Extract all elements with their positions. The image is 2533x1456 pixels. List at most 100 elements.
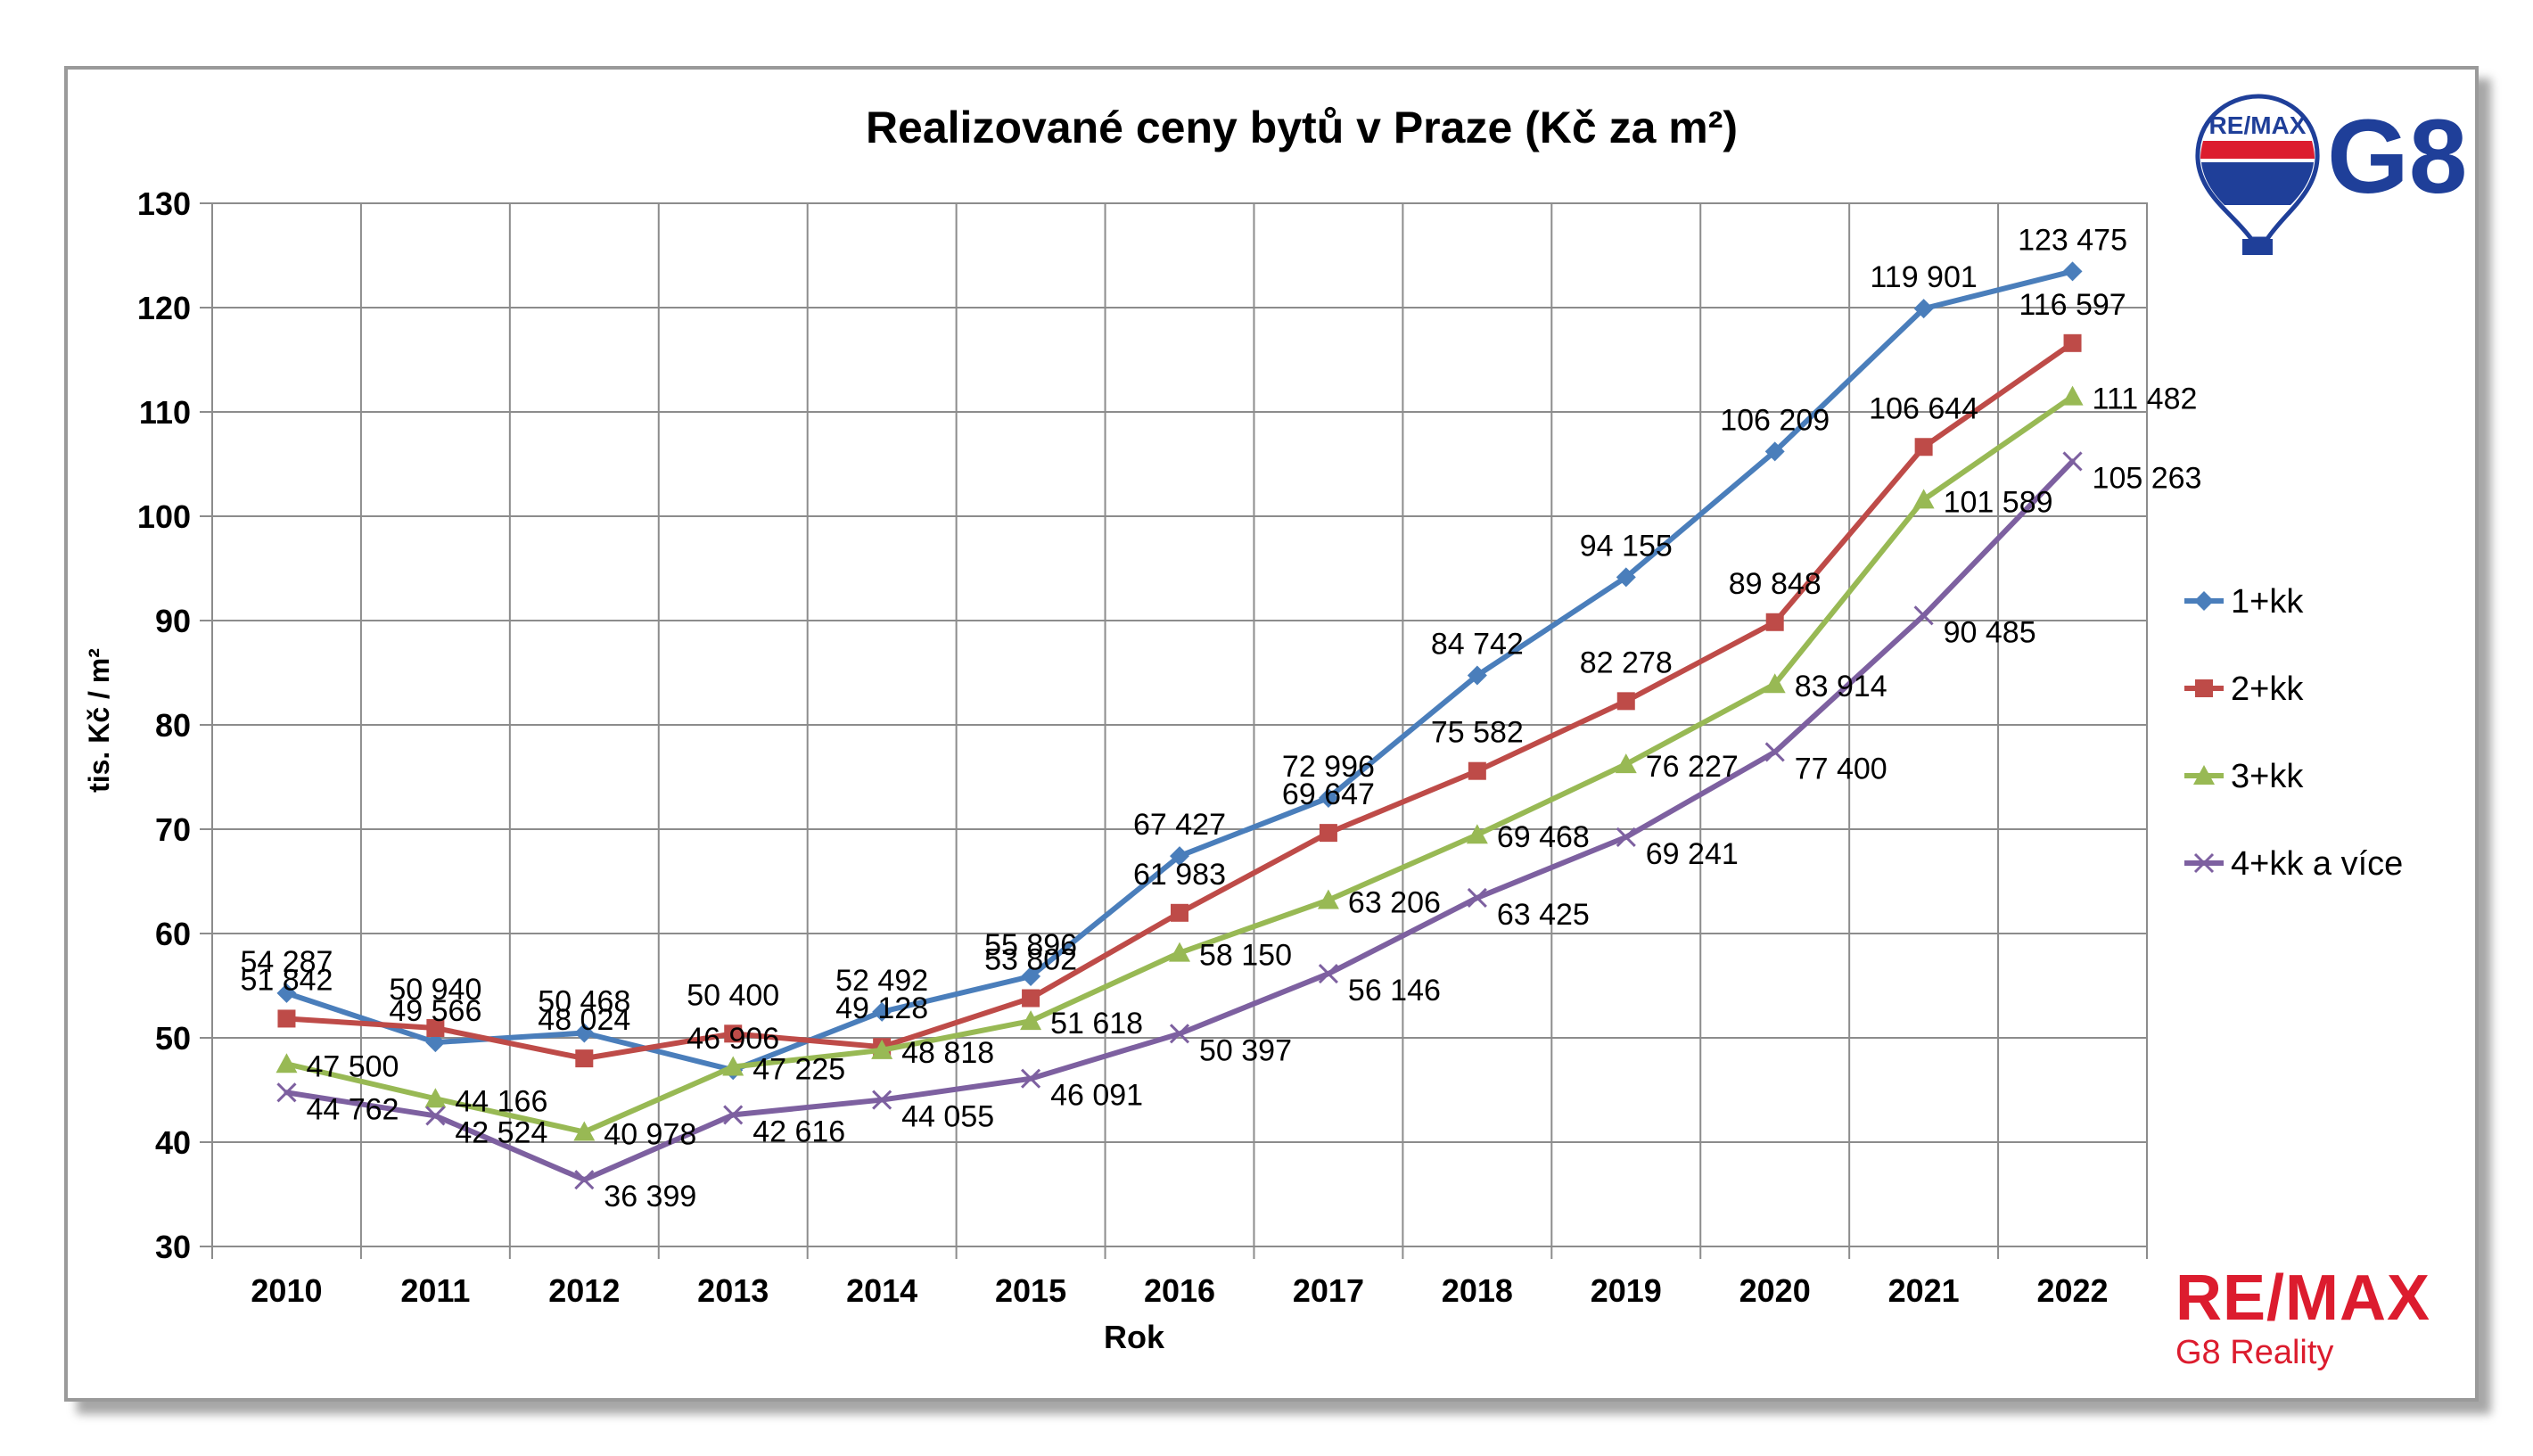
data-point <box>1467 887 1487 908</box>
data-point <box>426 1019 445 1038</box>
legend-swatch-marker <box>2193 765 2215 785</box>
x-tick-label: 2014 <box>846 1272 917 1309</box>
data-label: 111 482 <box>2093 383 2198 416</box>
data-label: 49 128 <box>835 991 928 1025</box>
x-axis-label: Rok <box>1104 1319 1165 1355</box>
x-tick-label: 2019 <box>1591 1272 1662 1309</box>
series-1 <box>276 261 2083 1081</box>
x-tick-label: 2018 <box>1442 1272 1513 1309</box>
data-label: 76 227 <box>1646 750 1739 784</box>
data-label: 50 397 <box>1199 1033 1292 1067</box>
data-point <box>575 1049 594 1068</box>
y-tick-label: 80 <box>155 707 191 744</box>
y-tick-label: 110 <box>139 394 191 431</box>
data-point <box>722 1056 744 1076</box>
x-tick-label: 2022 <box>2036 1272 2108 1309</box>
legend-label: 4+kk a více <box>2231 845 2403 883</box>
x-tick-label: 2021 <box>1888 1272 1960 1309</box>
legend-swatch-marker <box>2193 852 2215 874</box>
data-label: 94 155 <box>1580 529 1673 563</box>
data-point <box>1913 605 1934 626</box>
data-point <box>1914 438 1933 457</box>
data-point <box>1913 299 1934 319</box>
data-label: 47 225 <box>752 1052 845 1086</box>
data-point <box>2061 385 2084 406</box>
balloon-text: RE/MAX <box>2209 111 2307 139</box>
data-point <box>573 1121 596 1141</box>
x-tick-label: 2011 <box>400 1272 470 1309</box>
y-tick-label: 90 <box>155 603 191 639</box>
data-label: 46 906 <box>687 1022 779 1056</box>
data-point <box>424 1088 447 1108</box>
data-point <box>724 1024 743 1043</box>
data-point <box>574 1170 595 1190</box>
data-point <box>276 1082 297 1103</box>
x-tick-label: 2010 <box>251 1272 322 1309</box>
y-tick-label: 100 <box>137 498 191 535</box>
data-label: 90 485 <box>1944 615 2036 649</box>
remax-wordmark-title: RE/MAX <box>2175 1263 2431 1334</box>
remax-balloon-logo: RE/MAX <box>2195 94 2320 255</box>
data-labels: 54 287 49 566 50 468 46 906 52 492 55 896 67 4… <box>240 223 2201 1213</box>
x-tick-label: 2016 <box>1144 1272 1215 1309</box>
data-label: 75 582 <box>1431 716 1524 750</box>
data-point <box>1468 761 1486 780</box>
data-label: 54 287 <box>240 945 333 979</box>
data-label: 56 146 <box>1348 974 1441 1008</box>
data-point <box>425 1106 446 1126</box>
data-label: 67 427 <box>1133 808 1226 842</box>
data-label: 72 996 <box>1282 750 1375 784</box>
data-point <box>425 1032 446 1053</box>
legend-item: 2+kk <box>2184 670 2304 708</box>
legend: 1+kk 2+kk 3+kk 4+kk a více <box>2184 583 2403 883</box>
data-label: 116 597 <box>2019 288 2126 322</box>
chart-title: Realizované ceny bytů v Praze (Kč za m²) <box>866 103 1738 152</box>
legend-item: 4+kk a více <box>2184 845 2403 883</box>
legend-item: 3+kk <box>2184 758 2304 795</box>
data-label: 50 940 <box>389 973 481 1007</box>
data-label: 119 901 <box>1870 260 1977 294</box>
data-label: 44 166 <box>455 1084 547 1118</box>
data-label: 55 896 <box>984 928 1077 962</box>
legend-label: 2+kk <box>2231 670 2304 708</box>
y-tick-label: 50 <box>155 1020 191 1057</box>
plot-grid <box>211 202 2148 1259</box>
series-2 <box>277 333 2082 1068</box>
data-label: 63 206 <box>1348 885 1441 919</box>
legend-label: 3+kk <box>2231 758 2304 795</box>
x-tick-label: 2015 <box>995 1272 1066 1309</box>
data-label: 58 150 <box>1199 939 1292 973</box>
data-label: 50 400 <box>687 978 779 1012</box>
remax-wordmark: RE/MAX G8 Reality <box>2175 1266 2461 1372</box>
data-point <box>2062 261 2083 282</box>
data-point <box>1615 753 1637 774</box>
data-label: 46 091 <box>1050 1079 1143 1113</box>
data-label: 44 762 <box>306 1092 399 1126</box>
data-point <box>1022 989 1040 1008</box>
data-point <box>1170 846 1189 867</box>
data-label: 106 644 <box>1869 391 1978 425</box>
legend-item: 1+kk <box>2184 583 2304 621</box>
x-tick-label: 2013 <box>697 1272 769 1309</box>
data-label: 51 842 <box>240 963 333 997</box>
data-point <box>1169 942 1190 962</box>
data-label: 42 616 <box>752 1115 845 1148</box>
data-point <box>1020 1010 1042 1031</box>
data-point <box>574 1023 595 1043</box>
data-point <box>1764 441 1785 462</box>
data-point <box>872 1001 892 1022</box>
data-label: 105 263 <box>2093 461 2202 495</box>
g8-brand: G8 <box>2327 98 2467 216</box>
data-label: 49 566 <box>389 994 481 1028</box>
y-axis-ticks: 30 40 50 60 70 80 90 100 110 120 130 <box>137 185 212 1265</box>
series-layer <box>276 261 2084 1190</box>
data-label: 84 742 <box>1431 628 1524 662</box>
data-point <box>1318 787 1338 808</box>
data-label: 42 524 <box>455 1115 547 1149</box>
data-point <box>1616 692 1635 711</box>
data-label: 53 802 <box>984 943 1077 977</box>
data-point <box>1764 742 1785 762</box>
data-label: 52 492 <box>835 964 928 998</box>
data-point <box>276 983 297 1003</box>
x-tick-label: 2017 <box>1293 1272 1364 1309</box>
